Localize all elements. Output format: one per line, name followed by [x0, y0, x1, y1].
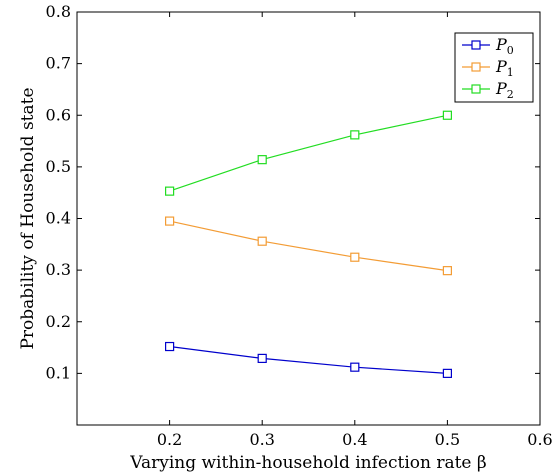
x-tick-label: 0.2 — [157, 430, 182, 449]
legend-swatch-marker — [472, 85, 480, 93]
legend-label-subscript: 0 — [507, 44, 514, 57]
series-p0 — [166, 343, 452, 378]
x-tick-label: 0.6 — [527, 430, 552, 449]
series-p1 — [166, 217, 452, 275]
series-line — [170, 347, 448, 374]
data-point — [443, 369, 451, 377]
data-point — [258, 237, 266, 245]
legend-label-subscript: 1 — [507, 66, 514, 79]
x-tick-label: 0.3 — [249, 430, 274, 449]
series-line — [170, 221, 448, 271]
legend-label-name: P — [495, 79, 507, 98]
legend-label-subscript: 2 — [507, 88, 514, 101]
x-tick-label: 0.4 — [342, 430, 367, 449]
data-point — [166, 187, 174, 195]
legend-swatch-marker — [472, 41, 480, 49]
y-tick-label: 0.5 — [46, 157, 71, 176]
data-point — [351, 131, 359, 139]
data-point — [258, 354, 266, 362]
data-point — [351, 363, 359, 371]
y-tick-label: 0.4 — [46, 209, 71, 228]
y-tick-label: 0.2 — [46, 312, 71, 331]
y-axis-label: Probability of Household state — [18, 87, 38, 349]
data-point — [351, 253, 359, 261]
y-tick-label: 0.3 — [46, 260, 71, 279]
x-axis-label: Varying within-household infection rate … — [129, 453, 486, 473]
series-line — [170, 115, 448, 191]
data-point — [443, 267, 451, 275]
y-tick-label: 0.6 — [46, 105, 71, 124]
y-tick-label: 0.7 — [46, 54, 71, 73]
y-tick-label: 0.1 — [46, 363, 71, 382]
legend-label-name: P — [495, 35, 507, 54]
legend-swatch-marker — [472, 63, 480, 71]
y-tick-label: 0.8 — [46, 2, 71, 21]
series-p2 — [166, 111, 452, 195]
series-layer — [166, 111, 452, 377]
data-point — [258, 156, 266, 164]
data-point — [166, 343, 174, 351]
x-tick-label: 0.5 — [435, 430, 460, 449]
data-point — [443, 111, 451, 119]
legend-label-name: P — [495, 57, 507, 76]
data-point — [166, 217, 174, 225]
